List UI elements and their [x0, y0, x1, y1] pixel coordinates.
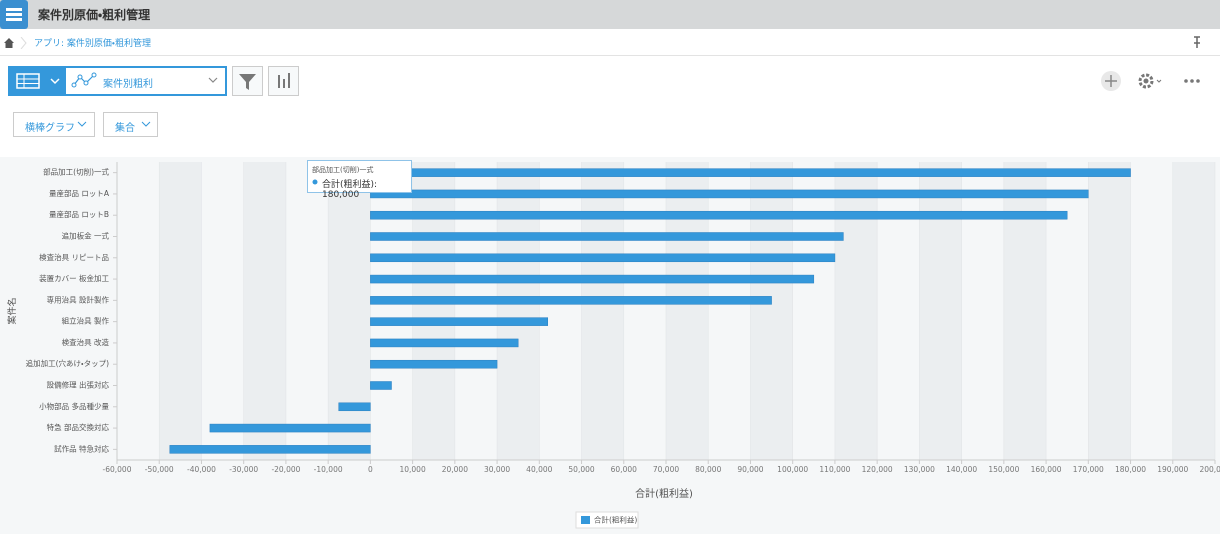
grid-band [497, 162, 540, 460]
grid-band [919, 162, 962, 460]
filter-icon [239, 74, 256, 90]
bar [370, 338, 519, 348]
y-tick-label: 特急 部品交換対応 [47, 422, 110, 432]
y-axis-title: 案件名 [6, 297, 18, 324]
dropdown-arrows [77, 121, 151, 127]
bar [370, 189, 1089, 199]
grid-band [834, 162, 878, 460]
legend-box [575, 511, 639, 529]
toolbar-right-icons[interactable] [1100, 70, 1210, 92]
chart: 案件名 合計(粗利益) -60,000 -50,000 -40,000 -30,000… [0, 157, 1220, 534]
y-tick-label: 組立治具 製作 [62, 316, 110, 326]
breadcrumb: アプリ: 案件別原価・粗利管理 [0, 29, 1220, 56]
bar [370, 359, 498, 369]
y-tick-label: 部品加工(切削)一式 [43, 167, 109, 177]
x-tick-label: 80,000 [695, 465, 721, 474]
y-tick-label: 追加加工(穴あけ・タップ) [26, 358, 109, 368]
y-tick-label: 量産部品 ロットB [49, 209, 109, 219]
y-tick-label: 試作品 特急対応 [54, 443, 109, 453]
home-icon[interactable] [4, 37, 28, 49]
bar [169, 445, 371, 454]
y-tick-label: 検査治具 改造 [62, 337, 110, 347]
bar [338, 402, 371, 412]
grid-band [750, 162, 793, 460]
chart-icon [278, 73, 290, 88]
x-tick-label: 60,000 [611, 465, 637, 474]
grid-band [159, 162, 202, 460]
x-tick-label: -20,000 [271, 465, 300, 474]
x-tick-label: 180,000 [1115, 465, 1146, 474]
bar [370, 168, 1131, 177]
x-tick-label: 140,000 [946, 465, 977, 474]
grid-band [1003, 162, 1047, 460]
legend-swatch [581, 516, 590, 524]
y-tick-label: 専用治具 設計製作 [47, 294, 110, 304]
y-tick-label: 検査治具 リピート品 [39, 252, 109, 262]
x-tick-label: 50,000 [568, 465, 594, 474]
x-tick-label: 100,000 [777, 465, 808, 474]
x-tick-label: -10,000 [314, 465, 343, 474]
pin-icon[interactable] [1192, 36, 1202, 48]
x-tick-label: -60,000 [103, 465, 132, 474]
aggregation: 集合 [115, 123, 135, 134]
y-tick-label: 追加板金 一式 [62, 231, 110, 241]
grid-band [1088, 162, 1131, 460]
grid-band [666, 162, 709, 460]
y-tick-label: 量産部品 ロットA [49, 188, 110, 198]
bar [370, 210, 1068, 220]
app-title: 案件別原価・粗利管理 [38, 8, 151, 22]
bar [370, 381, 392, 390]
bar [209, 423, 371, 433]
y-tick-label: 設備修理 出張対応 [47, 380, 110, 390]
x-tick-label: -30,000 [229, 465, 258, 474]
grid-band [412, 162, 455, 460]
grid-band [328, 162, 371, 460]
tooltip-text: 合計(粗利益): 180,000 [322, 180, 378, 200]
chart-type-dropdown[interactable]: 横棒グラフ [13, 112, 95, 137]
x-tick-label: 120,000 [862, 465, 893, 474]
x-tick-label: 30,000 [484, 465, 510, 474]
legend-label: 合計(粗利益) [594, 515, 637, 525]
x-tick-label: 190,000 [1157, 465, 1188, 474]
bar [370, 232, 844, 241]
x-tick-label: 130,000 [904, 465, 935, 474]
aggregation-dropdown[interactable]: 集合 [103, 112, 158, 137]
bar [370, 296, 772, 305]
app-icon[interactable] [0, 0, 28, 29]
x-tick-label: 0 [368, 465, 373, 474]
x-tick-label: 160,000 [1031, 465, 1062, 474]
x-tick-label: -40,000 [187, 465, 216, 474]
x-axis-title: 合計(粗利益) [635, 487, 693, 500]
x-tick-label: 90,000 [737, 465, 763, 474]
tooltip-dot [312, 179, 318, 185]
x-tick-label: -50,000 [145, 465, 174, 474]
x-tick-label: 150,000 [988, 465, 1019, 474]
x-tick-label: 10,000 [399, 465, 425, 474]
y-tick-label: 装置カバー 板金加工 [39, 273, 109, 283]
chart-type: 横棒グラフ [25, 123, 75, 134]
chart-button[interactable] [268, 66, 299, 96]
x-tick-label: 20,000 [442, 465, 468, 474]
view-selector-icons [10, 68, 218, 94]
x-tick-label: 110,000 [819, 465, 850, 474]
x-tick-label: 40,000 [526, 465, 552, 474]
x-tick-label: 200,000 [1199, 465, 1220, 474]
grid-band [581, 162, 624, 460]
bar [370, 317, 549, 326]
y-tick-label: 小物部品 多品種少量 [39, 401, 109, 411]
app-header: 案件別原価・粗利管理 [0, 0, 1220, 29]
tooltip: 部品加工(切削)一式 合計(粗利益): 180,000 [307, 160, 412, 200]
grid-band [243, 162, 286, 460]
grid-band [1172, 162, 1215, 460]
bar [370, 274, 815, 284]
view-name[interactable]: 案件別粗利 [103, 79, 153, 90]
filter-button[interactable] [232, 66, 263, 96]
x-tick-label: 70,000 [653, 465, 679, 474]
x-tick-label: 170,000 [1073, 465, 1104, 474]
breadcrumb-link[interactable]: アプリ: 案件別原価・粗利管理 [34, 39, 151, 49]
bar [370, 253, 836, 263]
tooltip-title: 部品加工(切削)一式 [312, 166, 374, 174]
